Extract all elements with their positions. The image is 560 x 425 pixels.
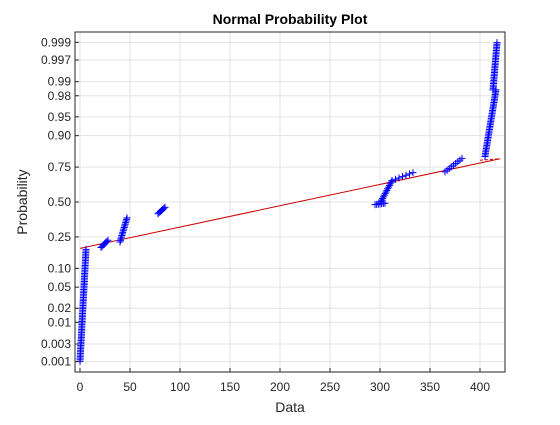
y-tick-label: 0.05 — [48, 280, 72, 294]
y-tick-label: 0.50 — [48, 195, 72, 209]
data-point — [388, 177, 396, 185]
data-point — [392, 175, 399, 183]
chart-title: Normal Probability Plot — [213, 11, 368, 27]
y-tick-label: 0.003 — [41, 337, 71, 351]
y-tick-label: 0.25 — [48, 230, 72, 244]
y-tick-label: 0.99 — [48, 75, 72, 89]
data-point — [123, 214, 131, 222]
data-point — [103, 237, 111, 245]
data-point — [160, 204, 168, 212]
data-point — [378, 196, 386, 204]
x-tick-label: 0 — [77, 380, 84, 394]
data-point — [387, 178, 395, 186]
data-point — [386, 180, 394, 188]
x-tick-label: 300 — [370, 380, 390, 394]
x-tick-label: 100 — [170, 380, 190, 394]
reference-line-group — [79, 158, 501, 249]
x-tick-label: 350 — [420, 380, 440, 394]
y-tick-label: 0.98 — [48, 89, 72, 103]
data-point — [376, 199, 384, 207]
x-tick-label: 400 — [470, 380, 490, 394]
data-point — [399, 173, 406, 181]
y-tick-label: 0.999 — [41, 35, 71, 49]
y-tick-label: 0.75 — [48, 160, 72, 174]
data-point — [382, 188, 390, 196]
data-point — [385, 182, 393, 190]
x-axis-label: Data — [275, 399, 305, 415]
y-tick-label: 0.02 — [48, 301, 72, 315]
y-tick-label: 0.95 — [48, 110, 72, 124]
data-point — [406, 170, 413, 178]
y-tick-label: 0.01 — [48, 315, 72, 329]
data-point — [380, 191, 388, 199]
data-point — [379, 194, 387, 202]
data-point — [379, 193, 387, 201]
grid — [75, 32, 505, 372]
data-point — [409, 169, 417, 177]
data-point — [385, 183, 393, 191]
data-point — [104, 236, 112, 244]
data-point — [384, 185, 392, 193]
data-points — [76, 39, 501, 365]
reference-line — [79, 158, 501, 249]
x-tick-label: 50 — [123, 380, 137, 394]
data-point — [381, 190, 389, 198]
data-point — [395, 174, 403, 182]
data-point — [377, 198, 385, 206]
x-tick-label: 150 — [220, 380, 240, 394]
data-point — [493, 39, 501, 47]
data-point — [458, 154, 466, 162]
ticks: 0 50 100 150 200 250 300 350 4000.0010.0030.010.… — [41, 35, 490, 394]
y-tick-label: 0.997 — [41, 53, 71, 67]
x-tick-label: 250 — [320, 380, 340, 394]
y-tick-label: 0.001 — [41, 355, 71, 369]
data-point — [402, 171, 410, 179]
data-point — [383, 186, 391, 194]
y-tick-label: 0.90 — [48, 129, 72, 143]
reference-line-extension — [479, 158, 501, 161]
data-point — [82, 245, 90, 253]
x-tick-label: 200 — [270, 380, 290, 394]
data-point — [161, 203, 169, 211]
y-axis-label: Probability — [14, 169, 30, 234]
y-tick-label: 0.10 — [48, 261, 72, 275]
